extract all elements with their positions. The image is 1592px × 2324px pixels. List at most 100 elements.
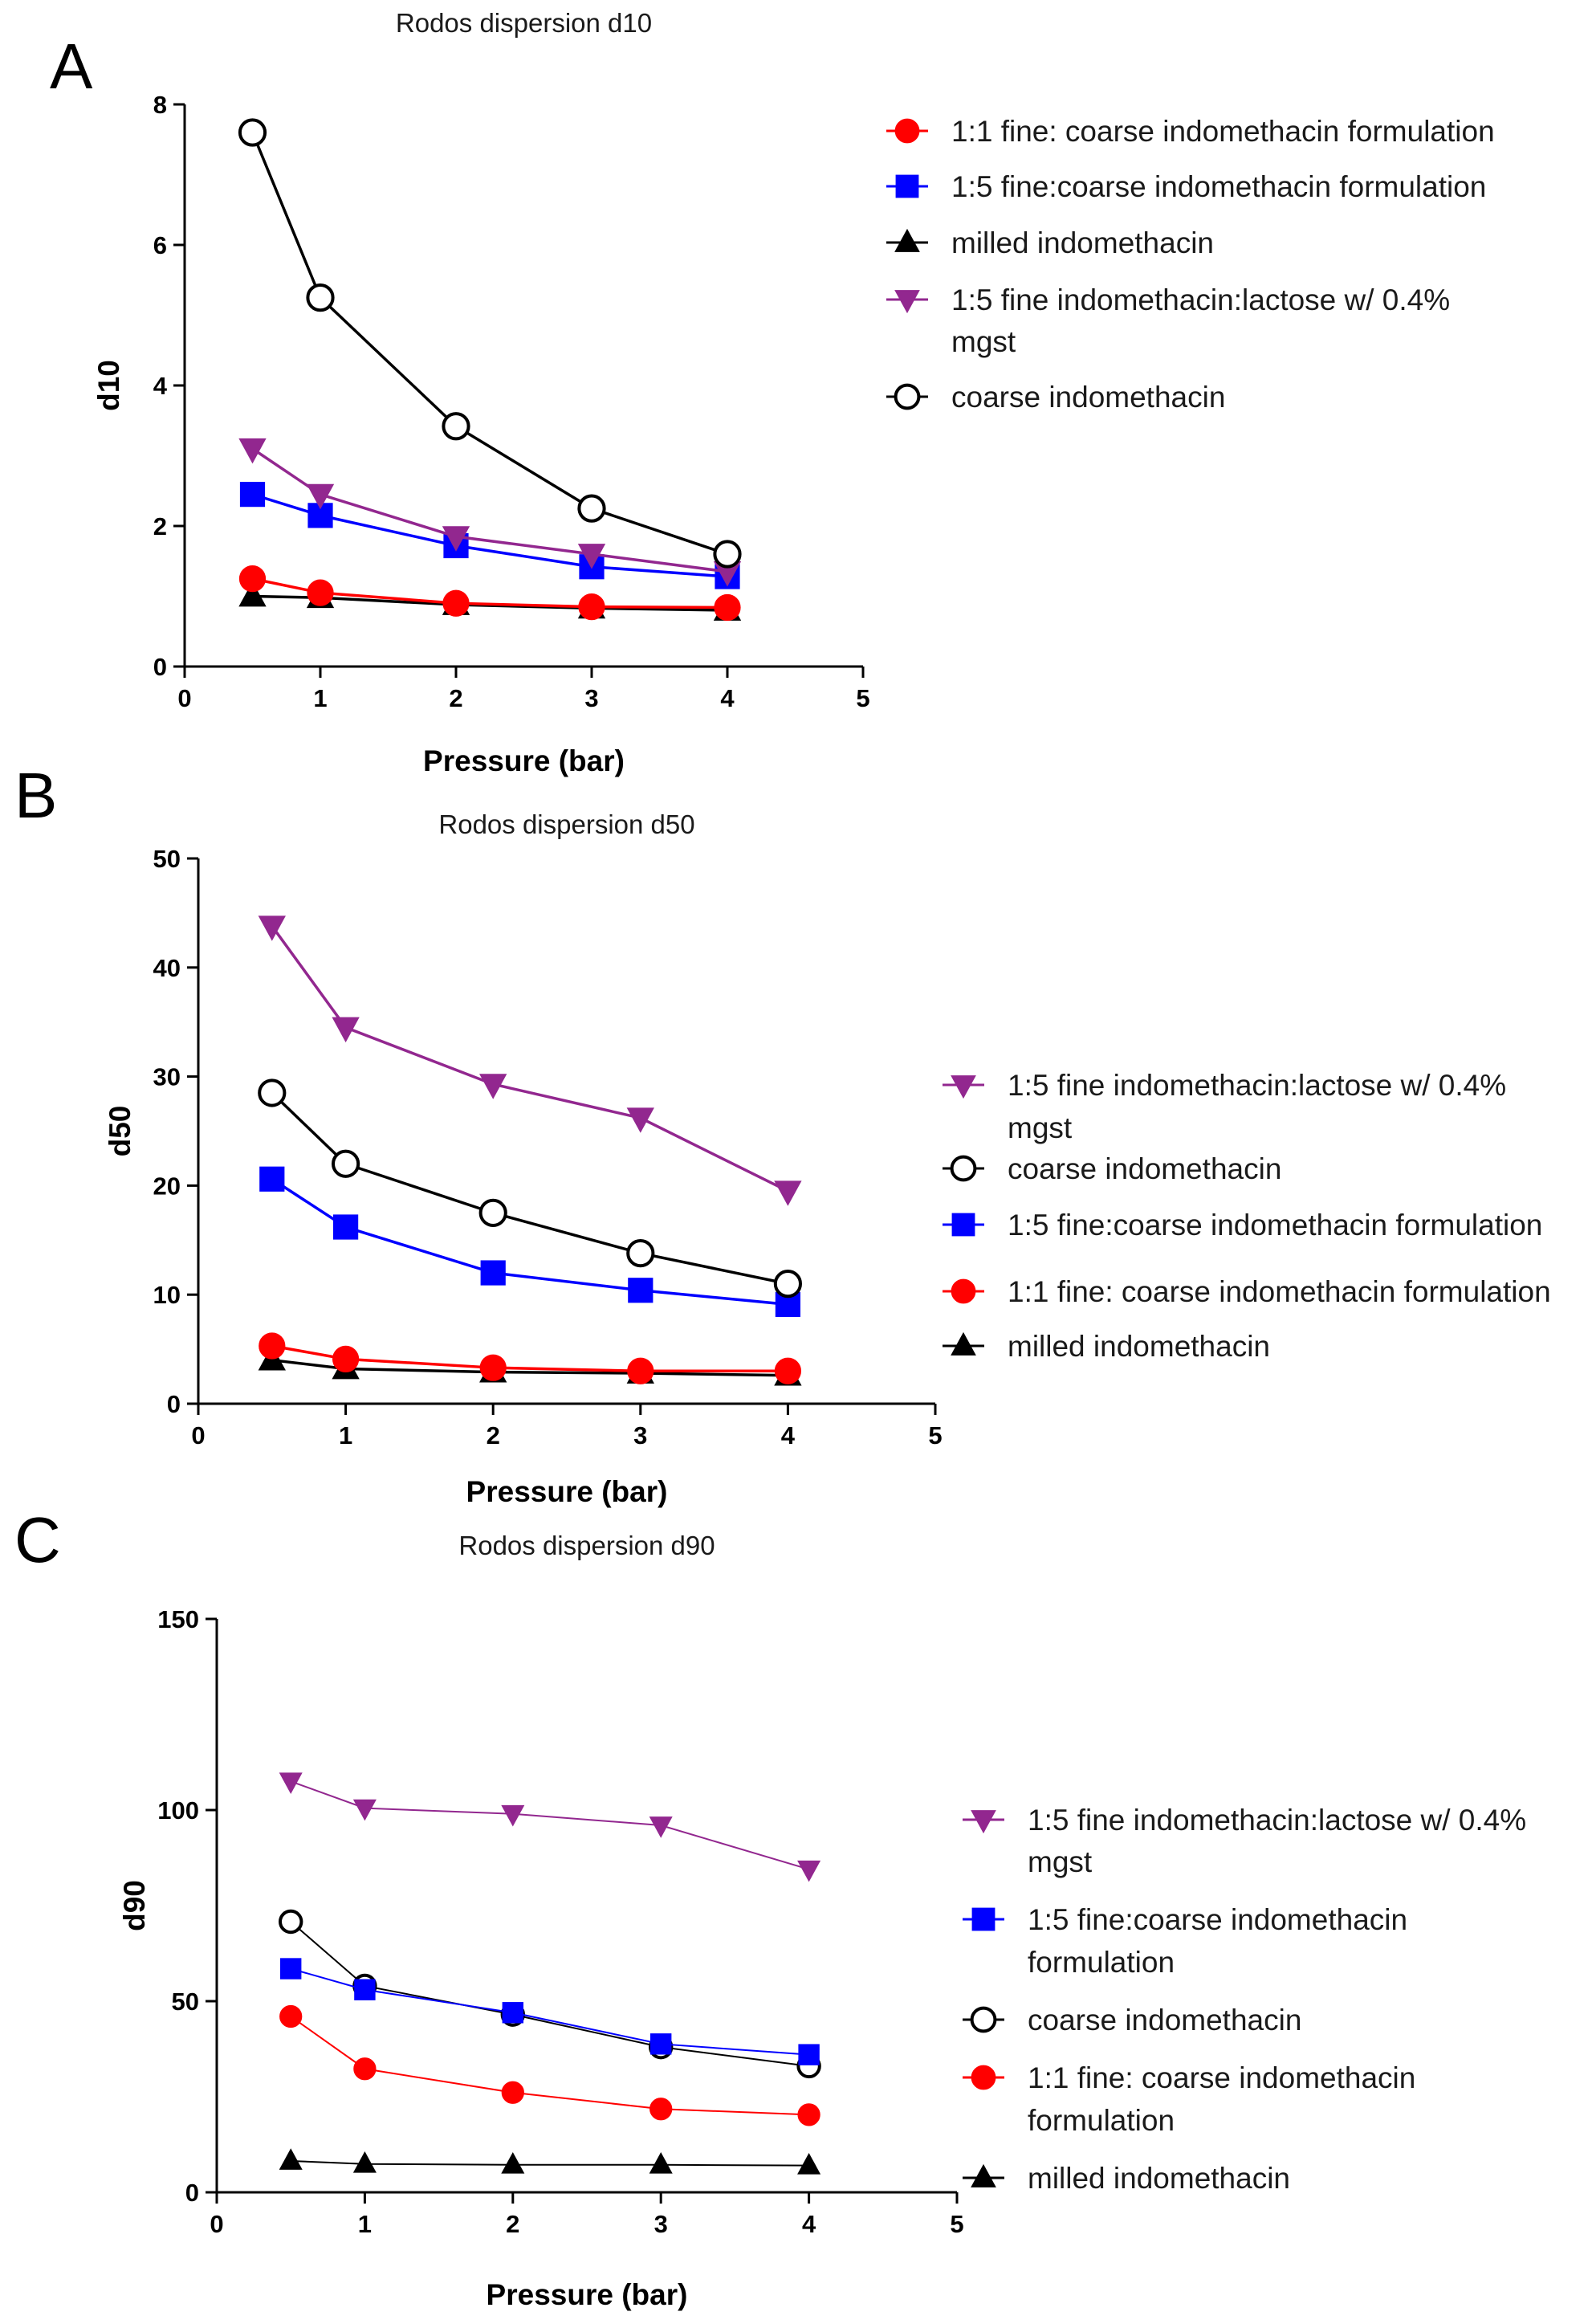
panel-letter-b: B bbox=[14, 760, 57, 831]
y-axis-label-c: d90 bbox=[118, 1880, 151, 1931]
legend-label-coarse-c: coarse indomethacin bbox=[1028, 2004, 1301, 2037]
data-point-coarse-a bbox=[306, 283, 335, 312]
data-point-f11-c bbox=[279, 2004, 303, 2028]
y-tick-label-a: 8 bbox=[153, 91, 167, 119]
data-point-lac-b bbox=[332, 1017, 360, 1043]
y-tick-label-b: 40 bbox=[153, 954, 181, 982]
legend-item-f15-a: 1:5 fine:coarse indomethacin formulation bbox=[886, 170, 1486, 203]
data-point-coarse-a bbox=[238, 118, 267, 147]
data-point-f15-b bbox=[480, 1260, 506, 1286]
legend-marker-lac-a bbox=[894, 290, 920, 314]
x-tick-label-c: 2 bbox=[506, 2210, 519, 2238]
data-point-f11-c bbox=[797, 2103, 820, 2126]
x-tick-label-b: 2 bbox=[487, 1421, 500, 1449]
legend-marker-milled-a bbox=[894, 228, 920, 252]
legend-item-f11-a: 1:1 fine: coarse indomethacin formulatio… bbox=[886, 115, 1495, 148]
data-point-f11-c bbox=[501, 2081, 524, 2104]
legend-marker-f11-a bbox=[894, 118, 920, 144]
legend-label-milled-a: milled indomethacin bbox=[951, 226, 1214, 259]
data-point-f11-b bbox=[259, 1332, 286, 1360]
panel-c: C Rodos dispersion d90 0 50 100 150 0 1 2 3 4 5 Pre… bbox=[14, 1504, 1526, 2311]
data-point-lac-c bbox=[649, 1816, 673, 1838]
legend-marker-coarse-a bbox=[894, 383, 921, 410]
data-point-lac-a bbox=[442, 526, 470, 552]
series-lac-c bbox=[279, 1772, 821, 1882]
data-point-f11-b bbox=[332, 1345, 360, 1372]
legend-item-f15-b: 1:5 fine:coarse indomethacin formulation bbox=[943, 1209, 1542, 1242]
data-point-lac-a bbox=[238, 438, 267, 464]
series-f11-a bbox=[238, 565, 741, 622]
series-coarse-a bbox=[238, 118, 742, 569]
panel-b: B Rodos dispersion d50 0 10 20 30 40 50 0 1 2 3 4 5 P… bbox=[14, 760, 1551, 1508]
legend-item-lac-b: 1:5 fine indomethacin:lactose w/ 0.4% mgs… bbox=[943, 1069, 1506, 1144]
legend-label-f11-b: 1:1 fine: coarse indomethacin formulatio… bbox=[1008, 1275, 1551, 1308]
data-point-f11-c bbox=[649, 2098, 673, 2121]
x-tick-label-c: 4 bbox=[802, 2210, 816, 2238]
data-point-milled-a bbox=[238, 581, 267, 607]
data-point-milled-c bbox=[352, 2151, 377, 2173]
data-point-f15-c bbox=[650, 2033, 672, 2055]
data-point-coarse-c bbox=[279, 1909, 303, 1935]
legend-item-f11-c: 1:1 fine: coarse indomethacin formulation bbox=[963, 2061, 1415, 2137]
legend-label-milled-b: milled indomethacin bbox=[1008, 1330, 1270, 1363]
data-point-lac-b bbox=[479, 1074, 507, 1099]
data-point-f11-a bbox=[442, 589, 470, 617]
data-point-lac-b bbox=[258, 915, 286, 941]
chart-title-a: Rodos dispersion d10 bbox=[396, 8, 652, 38]
legend-item-f15-c: 1:5 fine:coarse indomethacin formulation bbox=[963, 1903, 1407, 1979]
series-f15-c bbox=[280, 1958, 820, 2065]
series-f11-c bbox=[279, 2004, 820, 2126]
data-point-milled-c bbox=[501, 2151, 525, 2174]
x-tick-label-a: 0 bbox=[177, 684, 191, 712]
data-point-f15-c bbox=[798, 2044, 820, 2065]
data-point-coarse-b bbox=[773, 1270, 803, 1299]
data-point-coarse-b bbox=[332, 1149, 360, 1178]
legend-item-f11-b: 1:1 fine: coarse indomethacin formulatio… bbox=[943, 1275, 1551, 1308]
x-tick-label-a: 3 bbox=[584, 684, 598, 712]
x-tick-label-c: 5 bbox=[950, 2210, 963, 2238]
series-lac-a bbox=[238, 438, 742, 587]
x-tick-label-a: 2 bbox=[449, 684, 462, 712]
y-tick-label-c: 0 bbox=[185, 2179, 199, 2207]
x-axis-label-b: Pressure (bar) bbox=[466, 1475, 668, 1508]
data-point-milled-c bbox=[649, 2151, 673, 2174]
legend-marker-f15-b bbox=[951, 1213, 975, 1237]
series-line-lac-c bbox=[290, 1780, 809, 1870]
legend-label-lac-b: 1:5 fine indomethacin:lactose w/ 0.4% mgs… bbox=[1008, 1069, 1506, 1144]
legend-marker-milled-c bbox=[971, 2163, 996, 2187]
series-f11-b bbox=[259, 1332, 802, 1384]
y-axis-label-a: d10 bbox=[92, 360, 125, 411]
y-tick-label-b: 30 bbox=[153, 1063, 181, 1091]
data-point-milled-c bbox=[279, 2148, 303, 2170]
legend-label-f11-a: 1:1 fine: coarse indomethacin formulatio… bbox=[951, 115, 1495, 148]
x-tick-label-b: 0 bbox=[191, 1421, 205, 1449]
data-point-lac-a bbox=[306, 483, 335, 510]
data-point-lac-a bbox=[713, 561, 742, 587]
y-tick-label-a: 4 bbox=[153, 372, 168, 400]
data-point-f11-b bbox=[479, 1354, 507, 1381]
data-point-coarse-a bbox=[577, 494, 606, 523]
legend-label-lac-a: 1:5 fine indomethacin:lactose w/ 0.4% mgs… bbox=[951, 283, 1450, 358]
series-coarse-b bbox=[258, 1078, 803, 1299]
data-point-lac-c bbox=[501, 1804, 525, 1827]
y-tick-label-c: 100 bbox=[157, 1796, 199, 1825]
y-tick-label-b: 50 bbox=[153, 845, 181, 873]
data-point-coarse-b bbox=[258, 1078, 287, 1107]
legend-label-lac-c: 1:5 fine indomethacin:lactose w/ 0.4% mgs… bbox=[1028, 1804, 1526, 1878]
y-tick-label-a: 0 bbox=[153, 653, 167, 681]
legend-marker-coarse-b bbox=[950, 1155, 977, 1182]
legend-label-f15-b: 1:5 fine:coarse indomethacin formulation bbox=[1008, 1209, 1542, 1242]
legend-label-milled-c: milled indomethacin bbox=[1028, 2162, 1290, 2195]
data-point-lac-c bbox=[352, 1799, 377, 1821]
y-tick-label-c: 50 bbox=[172, 1988, 199, 2016]
legend-marker-f15-c bbox=[971, 1907, 996, 1931]
data-point-f15-c bbox=[354, 1979, 376, 2000]
legend-label-coarse-a: coarse indomethacin bbox=[951, 381, 1225, 414]
series-line-coarse-b bbox=[271, 1091, 788, 1286]
series-milled-c bbox=[279, 2148, 821, 2175]
y-tick-label-b: 20 bbox=[153, 1172, 181, 1200]
x-tick-label-a: 1 bbox=[313, 684, 327, 712]
panel-letter-c: C bbox=[14, 1504, 61, 1576]
series-f15-b bbox=[259, 1166, 800, 1318]
